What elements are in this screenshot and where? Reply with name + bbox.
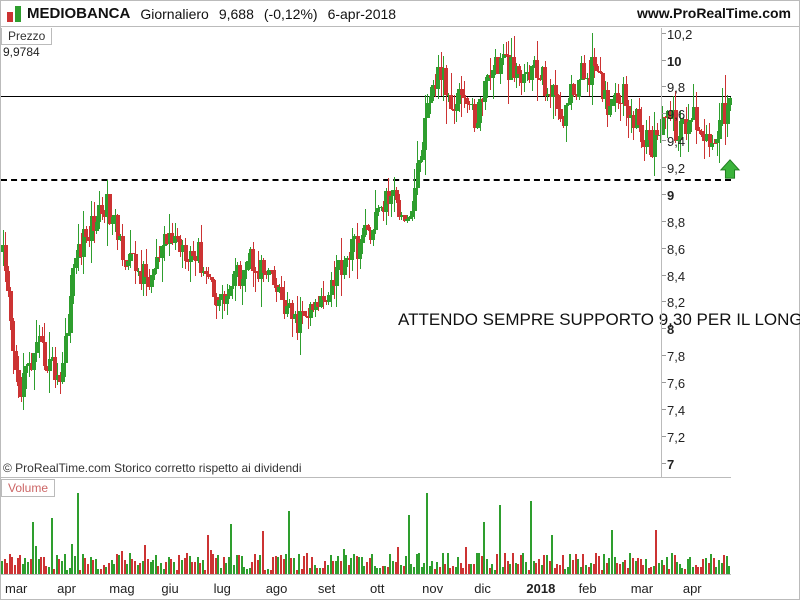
xaxis-month-label: apr — [57, 581, 76, 596]
price-axis-tick: 8,4 — [667, 269, 685, 284]
candlestick-series[interactable] — [1, 28, 731, 478]
xaxis-month-label: nov — [422, 581, 443, 596]
volume-chart-panel[interactable]: 10M5.000k2.707k — [1, 479, 731, 574]
symbol-mini-candle-icon — [7, 6, 21, 22]
price-axis-tick: 9,8 — [667, 80, 685, 95]
volume-bar-series[interactable] — [1, 479, 731, 574]
price-axis-tick: 8,2 — [667, 295, 685, 310]
xaxis-month-label: ago — [266, 581, 288, 596]
price-axis-tick: 7,6 — [667, 376, 685, 391]
xaxis-month-label: ott — [370, 581, 384, 596]
xaxis-month-label: mag — [109, 581, 134, 596]
xaxis-month-label: mar — [5, 581, 27, 596]
price-axis-tick: 7 — [667, 457, 674, 472]
price-axis-tick: 8,6 — [667, 242, 685, 257]
prezzo-tab[interactable]: Prezzo — [1, 28, 52, 45]
price-axis-tick: 10,2 — [667, 27, 692, 42]
volume-tab[interactable]: Volume — [1, 479, 55, 497]
period-label: Giornaliero — [140, 6, 208, 22]
xaxis-month-label: 2018 — [526, 581, 555, 596]
volume-bar[interactable] — [426, 493, 428, 574]
symbol-title: MEDIOBANCA — [27, 5, 130, 22]
chart-header: MEDIOBANCA Giornaliero 9,688 (-0,12%) 6-… — [1, 1, 799, 27]
xaxis-month-label: apr — [683, 581, 702, 596]
price-axis-tick: 7,2 — [667, 430, 685, 445]
xaxis-month-label: feb — [579, 581, 597, 596]
chart-annotation-text: ATTENDO SEMPRE SUPPORTO 9,30 PER IL LONG — [398, 310, 800, 330]
volume-bar[interactable] — [262, 531, 264, 574]
price-axis-tick: 7,8 — [667, 349, 685, 364]
price-axis-tick: 9,2 — [667, 161, 685, 176]
price-axis-tick: 8 — [667, 322, 674, 337]
volume-bar[interactable] — [51, 518, 53, 574]
xaxis-month-label: mar — [631, 581, 653, 596]
xaxis-month-label: giu — [161, 581, 178, 596]
price-chart-panel[interactable]: 9,9784 ATTENDO SEMPRE SUPPORTO 9,30 PER … — [1, 28, 731, 478]
volume-bar[interactable] — [499, 505, 501, 574]
volume-bar[interactable] — [77, 493, 79, 574]
price-axis-tick: 9,4 — [667, 134, 685, 149]
price-change-label: (-0,12%) — [264, 6, 318, 22]
volume-bar[interactable] — [728, 566, 730, 574]
xaxis-month-label: lug — [214, 581, 231, 596]
price-axis-tick: 8,8 — [667, 215, 685, 230]
price-yaxis[interactable]: 10,2 10 9,8 9,6 9,4 9,2 9 8,8 8,6 8,4 8,2 8 7,8 7,6 7,… — [661, 28, 731, 478]
date-xaxis[interactable]: mar apr mag giu lug ago set ott nov dic 2018 feb mar… — [1, 574, 731, 600]
chart-footer-credit: © ProRealTime.com Storico corretto rispe… — [3, 461, 302, 475]
xaxis-month-label: dic — [474, 581, 491, 596]
price-axis-tick: 7,4 — [667, 403, 685, 418]
price-axis-tick: 9 — [667, 188, 674, 203]
price-axis-tick: 9,6 — [667, 107, 685, 122]
chart-window: MEDIOBANCA Giornaliero 9,688 (-0,12%) 6-… — [0, 0, 800, 600]
price-axis-tick: 10 — [667, 54, 681, 69]
xaxis-month-label: set — [318, 581, 335, 596]
date-label: 6-apr-2018 — [328, 6, 397, 22]
website-label: www.ProRealTime.com — [637, 5, 791, 21]
current-price-label: 9,688 — [219, 6, 254, 22]
